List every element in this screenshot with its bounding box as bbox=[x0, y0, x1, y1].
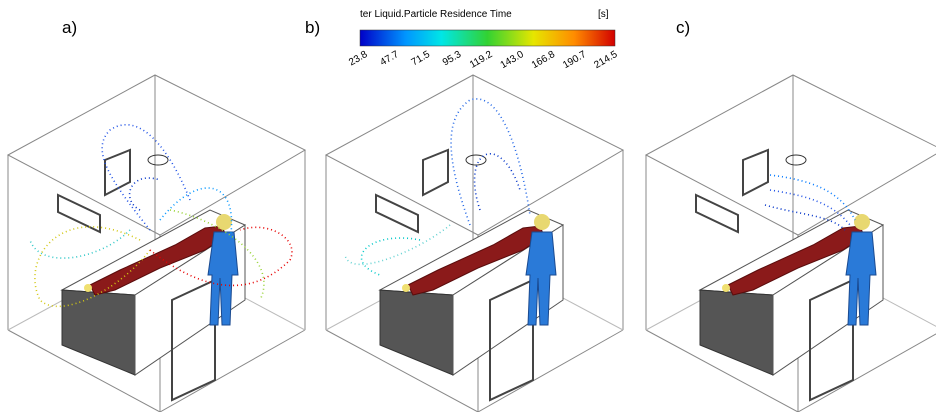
colorbar-tick-label: 119.2 bbox=[468, 49, 495, 71]
colorbar bbox=[360, 30, 615, 46]
panel-c-scene bbox=[646, 75, 936, 412]
panel-a-scene bbox=[8, 75, 305, 412]
colorbar-tick-label: 47.7 bbox=[378, 49, 401, 68]
colorbar-tick-label: 166.8 bbox=[530, 49, 558, 71]
panel-label: a) bbox=[62, 18, 77, 37]
colorbar-tick-label: 95.3 bbox=[441, 49, 464, 68]
panel-label: b) bbox=[305, 18, 320, 37]
colorbar-tick-label: 214.5 bbox=[592, 49, 620, 71]
panel-b-scene bbox=[326, 75, 623, 412]
colorbar-unit: [s] bbox=[598, 9, 609, 20]
colorbar-tick-label: 71.5 bbox=[410, 49, 433, 68]
colorbar-tick-label: 23.8 bbox=[347, 49, 370, 68]
panel-label: c) bbox=[676, 18, 690, 37]
colorbar-title: ter Liquid.Particle Residence Time bbox=[360, 9, 512, 20]
figure: a) b) c) ter Liquid.Particle Residence T… bbox=[0, 0, 936, 412]
colorbar-tick-label: 143.0 bbox=[499, 49, 527, 71]
colorbar-tick-label: 190.7 bbox=[561, 49, 589, 71]
